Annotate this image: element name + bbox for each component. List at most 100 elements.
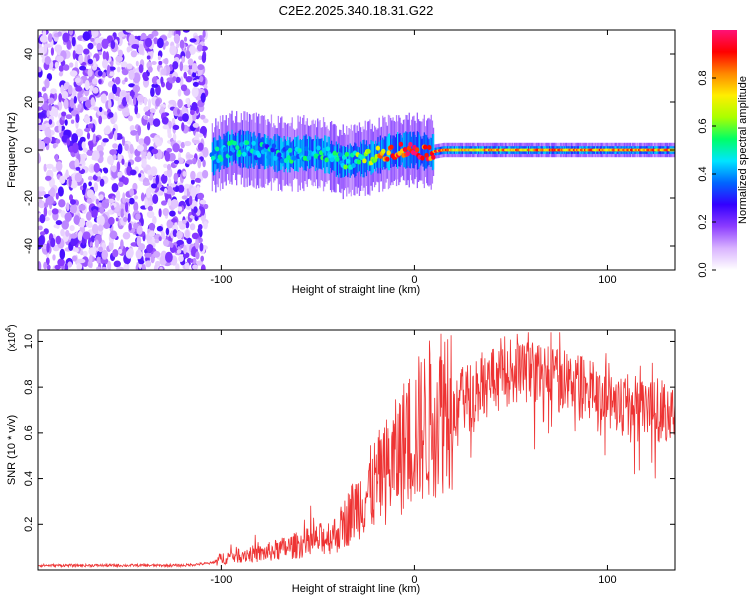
noise-blob xyxy=(114,76,121,85)
track-band xyxy=(289,137,291,173)
track-core xyxy=(351,163,356,169)
noise-blob xyxy=(93,182,99,193)
noise-blob xyxy=(136,235,142,247)
noise-blob xyxy=(158,236,162,242)
noise-blob xyxy=(58,65,64,72)
noise-blob xyxy=(57,186,64,197)
x-tick-label: 0 xyxy=(411,274,417,286)
track-band xyxy=(214,137,216,175)
noise-blob xyxy=(66,202,70,211)
noise-blob xyxy=(39,214,46,224)
noise-blob xyxy=(128,197,135,205)
snr-y-axis: 0.2 0.4 0.6 0.8 1.0 xyxy=(23,334,675,532)
noise-blob xyxy=(92,223,99,235)
track-band xyxy=(245,131,247,168)
track-band xyxy=(343,146,346,177)
noise-blob xyxy=(98,78,102,85)
noise-blob xyxy=(98,115,103,125)
noise-blob xyxy=(192,63,198,73)
y-tick-label: 1.0 xyxy=(23,334,35,349)
x-tick-label: -100 xyxy=(210,274,232,286)
noise-blob xyxy=(148,230,156,237)
noise-blob xyxy=(45,257,50,266)
noise-blob xyxy=(167,198,172,206)
noise-blob xyxy=(50,88,57,94)
noise-blob xyxy=(200,114,206,120)
noise-blob xyxy=(79,217,86,228)
noise-blob xyxy=(68,175,72,187)
noise-blob xyxy=(47,33,53,43)
noise-blob xyxy=(185,76,193,83)
noise-blob xyxy=(146,244,154,253)
noise-blob xyxy=(202,118,209,124)
noise-blob xyxy=(188,64,193,70)
noise-blob xyxy=(54,44,63,53)
track-band xyxy=(295,137,297,171)
track-core xyxy=(408,141,413,147)
noise-blob xyxy=(72,255,77,262)
noise-blob xyxy=(71,36,76,47)
noise-blob xyxy=(69,70,78,77)
noise-blob xyxy=(189,223,196,231)
noise-blob xyxy=(38,186,45,192)
noise-blob xyxy=(96,144,104,153)
noise-blob xyxy=(198,80,206,86)
track-band xyxy=(351,146,354,174)
noise-blob xyxy=(102,50,107,61)
track-band xyxy=(369,144,371,172)
noise-blob xyxy=(155,174,160,185)
noise-blob xyxy=(176,230,183,239)
noise-blob xyxy=(164,57,169,65)
noise-blob xyxy=(49,187,56,198)
noise-blob xyxy=(118,181,124,187)
noise-blob xyxy=(148,222,156,231)
noise-blob xyxy=(170,183,177,188)
noise-blob xyxy=(79,96,88,102)
noise-blob xyxy=(202,169,209,179)
noise-blob xyxy=(83,115,91,124)
noise-blob xyxy=(48,119,53,125)
noise-blob xyxy=(177,89,182,97)
noise-blob xyxy=(108,132,114,140)
noise-blob xyxy=(122,97,128,107)
noise-blob xyxy=(84,99,93,109)
noise-blob xyxy=(187,58,194,66)
noise-blob xyxy=(138,64,144,74)
noise-blob xyxy=(146,55,151,60)
noise-blob xyxy=(103,111,108,116)
noise-blob xyxy=(203,203,209,210)
noise-blob xyxy=(192,139,200,144)
track-core xyxy=(297,148,302,153)
noise-blob xyxy=(108,209,113,215)
y-tick-label: 0 xyxy=(23,147,35,153)
track-core xyxy=(304,146,309,152)
track-band xyxy=(326,142,328,168)
noise-blob xyxy=(175,186,180,192)
track-band xyxy=(428,139,430,165)
noise-blob xyxy=(158,191,164,196)
noise-blob xyxy=(109,149,118,156)
track-band xyxy=(365,140,368,177)
noise-blob xyxy=(38,261,42,270)
noise-blob xyxy=(74,247,79,253)
noise-blob xyxy=(191,86,199,98)
track-band xyxy=(267,135,269,169)
noise-blob xyxy=(168,99,176,105)
noise-blob xyxy=(64,119,68,126)
track-band xyxy=(296,136,298,172)
noise-blob xyxy=(99,178,105,187)
noise-blob xyxy=(147,122,151,131)
track-core xyxy=(270,147,275,153)
noise-blob xyxy=(151,183,158,189)
noise-blob xyxy=(128,69,135,80)
noise-blob xyxy=(144,252,152,258)
track-band xyxy=(288,140,290,170)
noise-blob xyxy=(152,216,157,225)
noise-blob xyxy=(144,111,152,116)
track-band xyxy=(283,136,285,173)
noise-blob xyxy=(118,49,123,57)
noise-blob xyxy=(110,60,114,67)
noise-blob xyxy=(120,61,128,68)
noise-blob xyxy=(121,68,129,76)
noise-blob xyxy=(64,263,69,270)
